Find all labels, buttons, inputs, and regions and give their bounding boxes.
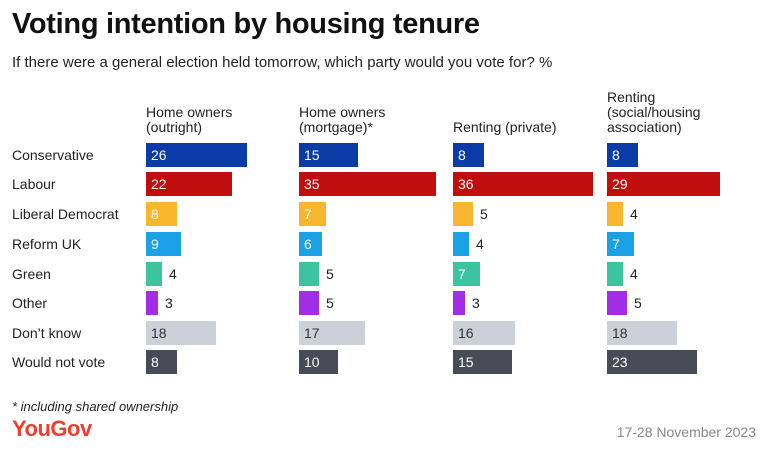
bar xyxy=(453,262,480,286)
bar xyxy=(607,262,623,286)
bar xyxy=(299,350,338,374)
data-label: 4 xyxy=(630,266,638,282)
fieldwork-date: 17-28 November 2023 xyxy=(616,424,756,440)
data-label: 15 xyxy=(458,354,474,370)
bar xyxy=(607,172,720,196)
bar xyxy=(299,143,358,167)
yougov-logo: YouGov xyxy=(12,416,92,441)
data-label: 17 xyxy=(304,325,320,341)
data-label: 29 xyxy=(612,176,628,192)
bar xyxy=(453,291,465,315)
bar xyxy=(299,321,365,345)
bar xyxy=(453,232,469,256)
data-label: 4 xyxy=(169,266,177,282)
data-label: 35 xyxy=(304,176,320,192)
data-label: 18 xyxy=(151,325,167,341)
panel-header: Renting (social/housing association) xyxy=(607,89,701,135)
panel-header: Home owners (mortgage)* xyxy=(299,104,386,135)
bar xyxy=(299,202,326,226)
bar xyxy=(453,172,593,196)
bar xyxy=(146,321,216,345)
data-label: 10 xyxy=(304,354,320,370)
bar xyxy=(146,350,177,374)
category-label: Green xyxy=(12,266,51,282)
bar xyxy=(299,291,319,315)
panel-header: Home owners (outright) xyxy=(146,104,233,135)
bar xyxy=(146,291,158,315)
data-label: 7 xyxy=(612,236,620,252)
data-label: 26 xyxy=(151,147,167,163)
data-label: 36 xyxy=(458,176,474,192)
data-label: 18 xyxy=(612,325,628,341)
category-label: Don’t know xyxy=(12,325,82,341)
data-label: 8 xyxy=(458,147,466,163)
data-label: 4 xyxy=(630,206,638,222)
bar xyxy=(146,172,232,196)
bar xyxy=(607,232,634,256)
bar xyxy=(453,202,473,226)
category-label: Would not vote xyxy=(12,354,106,370)
chart-subtitle: If there were a general election held to… xyxy=(12,54,553,71)
category-label: Other xyxy=(12,295,48,311)
data-label: 4 xyxy=(476,236,484,252)
data-label: 15 xyxy=(304,147,320,163)
bar xyxy=(146,262,162,286)
bar xyxy=(607,202,623,226)
bar xyxy=(146,232,181,256)
bar xyxy=(453,143,484,167)
data-label: 16 xyxy=(458,325,474,341)
panel-header: Renting (private) xyxy=(453,119,557,135)
bar xyxy=(453,350,512,374)
bar xyxy=(299,232,322,256)
category-label: Liberal Democrat xyxy=(12,206,119,222)
data-label: 6 xyxy=(304,236,312,252)
category-label: Labour xyxy=(12,176,56,192)
category-label: Reform UK xyxy=(12,236,82,252)
footnote: * including shared ownership xyxy=(12,399,179,414)
data-label: 3 xyxy=(472,295,480,311)
bar xyxy=(607,350,697,374)
bar xyxy=(299,172,436,196)
data-label: 5 xyxy=(634,295,642,311)
data-label: 8 xyxy=(151,206,159,222)
data-label: 5 xyxy=(326,295,334,311)
data-label: 8 xyxy=(151,354,159,370)
data-label: 23 xyxy=(612,354,628,370)
bar xyxy=(146,202,177,226)
bar xyxy=(453,321,515,345)
data-label: 7 xyxy=(304,206,312,222)
chart-title: Voting intention by housing tenure xyxy=(12,8,480,40)
data-label: 7 xyxy=(458,266,466,282)
bar xyxy=(607,143,638,167)
data-label: 5 xyxy=(480,206,488,222)
bar xyxy=(146,143,247,167)
bar xyxy=(607,291,627,315)
data-label: 8 xyxy=(612,147,620,163)
data-label: 5 xyxy=(326,266,334,282)
data-label: 3 xyxy=(165,295,173,311)
category-label: Conservative xyxy=(12,147,94,163)
data-label: 9 xyxy=(151,236,159,252)
bar xyxy=(607,321,677,345)
bar xyxy=(299,262,319,286)
data-label: 22 xyxy=(151,176,167,192)
